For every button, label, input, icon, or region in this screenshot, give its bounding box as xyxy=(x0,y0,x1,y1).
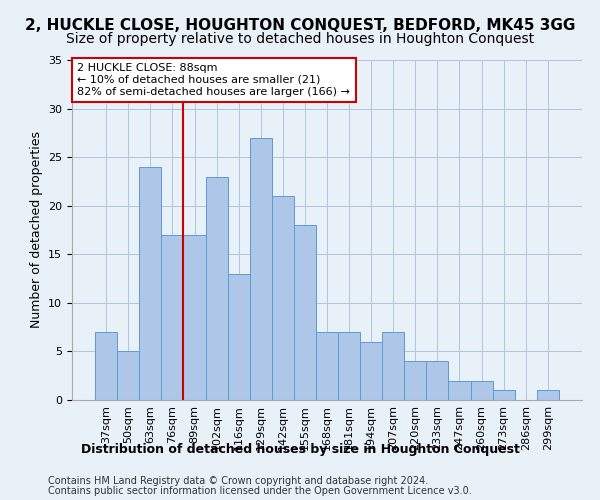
Bar xyxy=(537,390,559,400)
Bar xyxy=(250,138,272,400)
Bar xyxy=(117,352,139,400)
Bar xyxy=(184,235,206,400)
Bar xyxy=(360,342,382,400)
Bar xyxy=(294,225,316,400)
Text: Contains public sector information licensed under the Open Government Licence v3: Contains public sector information licen… xyxy=(48,486,472,496)
Text: 2, HUCKLE CLOSE, HOUGHTON CONQUEST, BEDFORD, MK45 3GG: 2, HUCKLE CLOSE, HOUGHTON CONQUEST, BEDF… xyxy=(25,18,575,32)
Text: Size of property relative to detached houses in Houghton Conquest: Size of property relative to detached ho… xyxy=(66,32,534,46)
Text: Distribution of detached houses by size in Houghton Conquest: Distribution of detached houses by size … xyxy=(80,442,520,456)
Text: 2 HUCKLE CLOSE: 88sqm
← 10% of detached houses are smaller (21)
82% of semi-deta: 2 HUCKLE CLOSE: 88sqm ← 10% of detached … xyxy=(77,64,350,96)
Bar xyxy=(448,380,470,400)
Bar xyxy=(139,167,161,400)
Bar xyxy=(470,380,493,400)
Bar xyxy=(161,235,184,400)
Bar xyxy=(493,390,515,400)
Bar xyxy=(338,332,360,400)
Y-axis label: Number of detached properties: Number of detached properties xyxy=(29,132,43,328)
Bar xyxy=(227,274,250,400)
Bar xyxy=(95,332,117,400)
Bar xyxy=(316,332,338,400)
Bar xyxy=(382,332,404,400)
Bar xyxy=(272,196,294,400)
Text: Contains HM Land Registry data © Crown copyright and database right 2024.: Contains HM Land Registry data © Crown c… xyxy=(48,476,428,486)
Bar xyxy=(206,176,227,400)
Bar xyxy=(427,361,448,400)
Bar xyxy=(404,361,427,400)
